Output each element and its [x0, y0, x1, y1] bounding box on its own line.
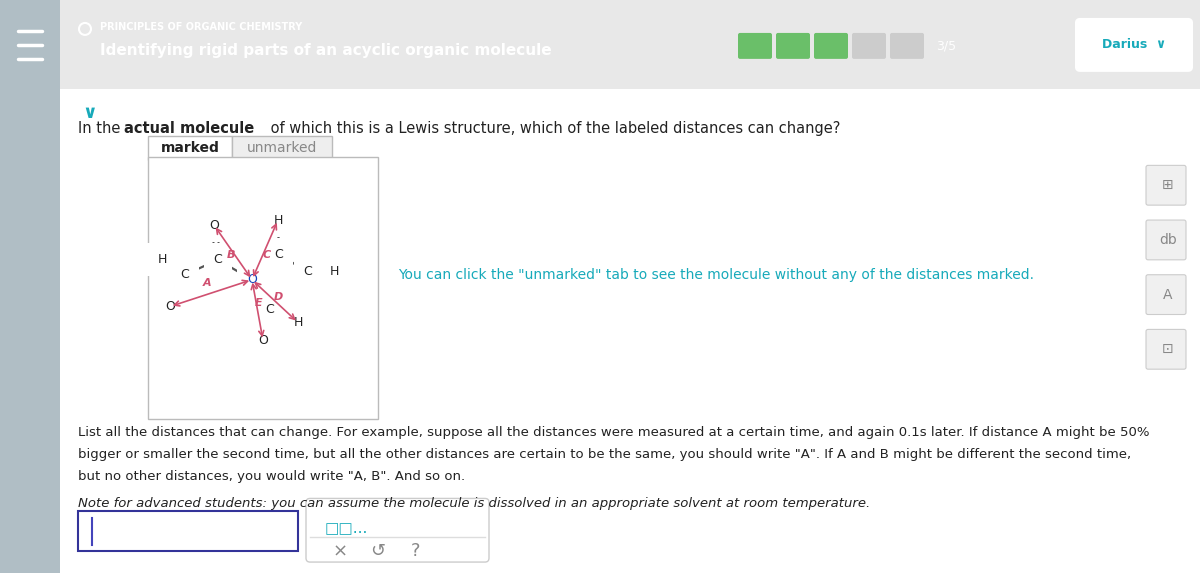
Text: actual molecule: actual molecule	[124, 121, 254, 136]
Text: B: B	[227, 250, 235, 260]
Text: Note for advanced students: you can assume the molecule is dissolved in an appro: Note for advanced students: you can assu…	[78, 497, 870, 511]
Text: Identifying rigid parts of an acyclic organic molecule: Identifying rigid parts of an acyclic or…	[100, 44, 552, 58]
FancyBboxPatch shape	[148, 136, 232, 160]
FancyBboxPatch shape	[1146, 274, 1186, 315]
Text: E: E	[256, 297, 263, 308]
Text: of which this is a Lewis structure, which of the labeled distances can change?: of which this is a Lewis structure, whic…	[266, 121, 840, 136]
FancyBboxPatch shape	[1146, 220, 1186, 260]
Text: H: H	[274, 214, 283, 226]
Text: Darius  ∨: Darius ∨	[1102, 38, 1166, 52]
Text: ?: ?	[412, 542, 421, 560]
Text: 3/5: 3/5	[936, 40, 956, 52]
FancyBboxPatch shape	[890, 33, 924, 59]
FancyBboxPatch shape	[814, 33, 848, 59]
FancyBboxPatch shape	[776, 33, 810, 59]
Text: C: C	[304, 265, 312, 278]
Text: O: O	[209, 218, 218, 231]
FancyBboxPatch shape	[306, 499, 490, 562]
Text: □□...: □□...	[325, 521, 368, 536]
Text: C: C	[263, 250, 271, 260]
Text: A: A	[1163, 288, 1172, 301]
FancyBboxPatch shape	[148, 158, 378, 419]
Text: ∨: ∨	[82, 104, 97, 121]
Text: ⊞: ⊞	[1162, 178, 1174, 193]
Text: ⊡: ⊡	[1162, 342, 1174, 356]
Text: H: H	[293, 316, 302, 329]
FancyBboxPatch shape	[1146, 166, 1186, 205]
Text: but no other distances, you would write "A, B". And so on.: but no other distances, you would write …	[78, 470, 466, 482]
Text: C: C	[214, 253, 222, 266]
Text: C: C	[181, 268, 190, 281]
Bar	[0, 89, 60, 573]
FancyBboxPatch shape	[232, 136, 332, 160]
Text: In the: In the	[78, 121, 125, 136]
Text: ×: ×	[332, 542, 348, 560]
Text: bigger or smaller the second time, but all the other distances are certain to be: bigger or smaller the second time, but a…	[78, 448, 1132, 461]
FancyBboxPatch shape	[852, 33, 886, 59]
Text: A: A	[203, 278, 211, 288]
FancyBboxPatch shape	[1146, 329, 1186, 369]
Text: C: C	[275, 248, 283, 261]
FancyBboxPatch shape	[738, 33, 772, 59]
Text: O: O	[166, 300, 175, 313]
Text: D: D	[274, 292, 283, 301]
Text: H: H	[157, 253, 167, 266]
Bar	[0, 0, 60, 89]
Text: marked: marked	[161, 142, 220, 155]
Text: unmarked: unmarked	[247, 142, 317, 155]
Text: O: O	[247, 273, 257, 286]
Text: C: C	[265, 303, 275, 316]
Text: List all the distances that can change. For example, suppose all the distances w: List all the distances that can change. …	[78, 426, 1150, 439]
FancyBboxPatch shape	[78, 511, 298, 551]
FancyBboxPatch shape	[60, 89, 1200, 573]
Text: ↺: ↺	[371, 542, 385, 560]
FancyBboxPatch shape	[1076, 19, 1192, 71]
Text: O: O	[258, 334, 268, 347]
Text: PRINCIPLES OF ORGANIC CHEMISTRY: PRINCIPLES OF ORGANIC CHEMISTRY	[100, 22, 302, 32]
Text: H: H	[329, 265, 338, 278]
Text: You can click the "unmarked" tab to see the molecule without any of the distance: You can click the "unmarked" tab to see …	[398, 268, 1034, 282]
Text: db: db	[1159, 233, 1177, 247]
